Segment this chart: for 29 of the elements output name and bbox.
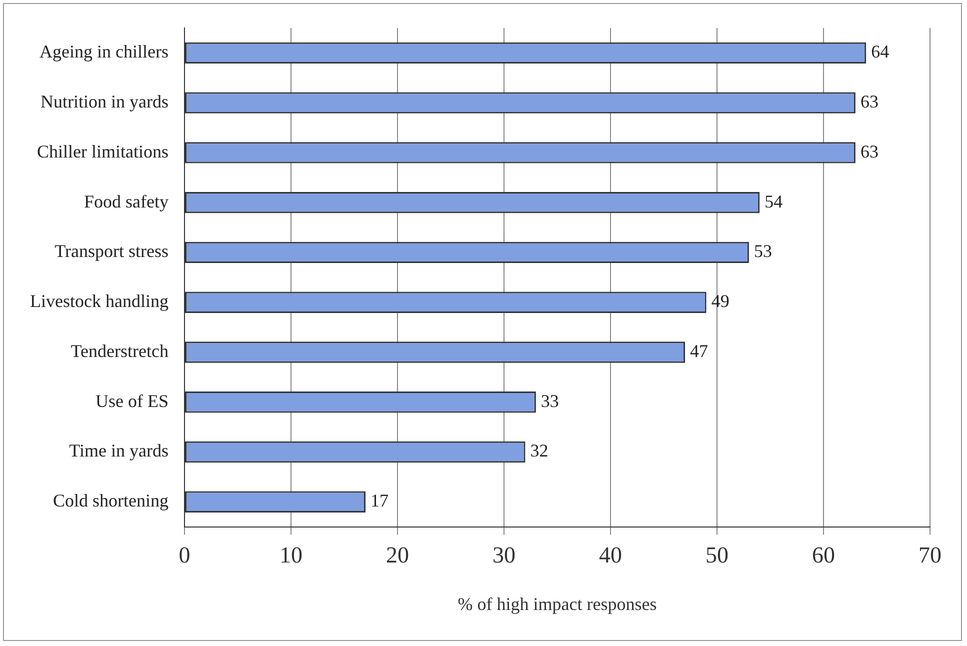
x-tick-label: 20 (386, 542, 409, 568)
x-tick-label: 10 (279, 542, 302, 568)
data-label: 54 (764, 191, 783, 212)
data-label: 33 (540, 390, 559, 411)
x-tick-label: 30 (492, 542, 516, 568)
x-axis-title: % of high impact responses (458, 594, 657, 614)
y-tick-label: Time in yards (69, 440, 168, 461)
y-tick-label: Ageing in chillers (39, 42, 168, 62)
data-label: 17 (370, 490, 389, 511)
y-tick-label: Transport stress (54, 241, 168, 262)
data-label: 49 (711, 291, 730, 312)
data-label: 53 (754, 241, 772, 262)
data-label: 64 (871, 42, 890, 62)
x-tick-label: 0 (178, 542, 190, 568)
y-tick-label: Nutrition in yards (40, 92, 168, 112)
data-label: 63 (860, 141, 878, 162)
x-tick-label: 40 (598, 542, 622, 568)
y-tick-label: Food safety (84, 191, 168, 212)
y-tick-label: Use of ES (95, 390, 168, 411)
data-label: 63 (860, 92, 878, 112)
data-label: 32 (530, 440, 548, 461)
y-tick-label: Chiller limitations (36, 141, 168, 162)
x-tick-label: 70 (918, 542, 942, 568)
data-label: 47 (690, 340, 708, 361)
x-tick-label: 50 (705, 542, 728, 568)
y-tick-label: Tenderstretch (70, 340, 168, 361)
x-tick-label: 60 (812, 542, 835, 568)
y-tick-label: Cold shortening (52, 490, 168, 511)
y-tick-label: Livestock handling (30, 291, 168, 312)
